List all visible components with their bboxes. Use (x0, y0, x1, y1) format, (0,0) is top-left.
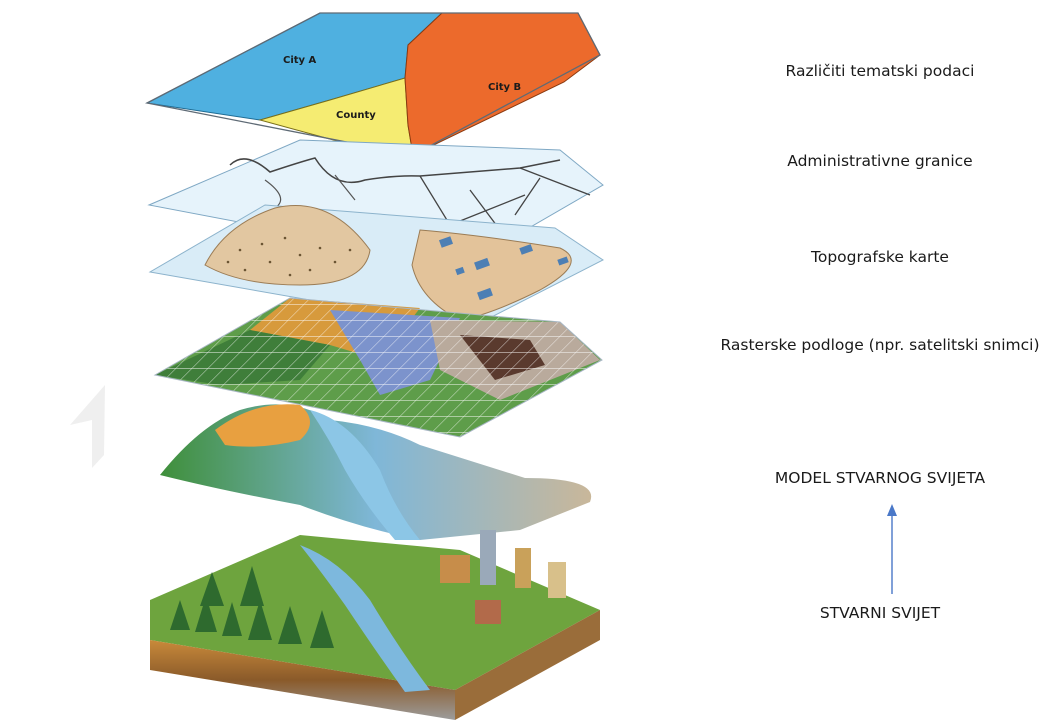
layer-label-topographic-maps: Topografske karte (811, 248, 949, 266)
layer-label-real-world-model: MODEL STVARNOG SVIJETA (774, 469, 986, 487)
upward-arrow (887, 504, 897, 594)
city-a-label: City A (283, 55, 317, 66)
layer-label-real-world: STVARNI SVIJET (819, 604, 941, 622)
layer-label-administrative-boundaries: Administrativne granice (787, 152, 973, 170)
layer-label-thematic-data: Različiti tematski podaci (785, 62, 975, 80)
layer-label-raster-backgrounds: Rasterske podloge (npr. satelitski snimc… (720, 336, 1040, 354)
county-label: County (336, 110, 376, 121)
raster-layer (153, 297, 603, 438)
real-world-block (150, 530, 600, 720)
topo-desert (411, 229, 572, 321)
thematic-data-layer: City A City B County (145, 12, 601, 156)
topographic-maps-layer (148, 204, 604, 329)
city-b-label: City B (488, 82, 521, 93)
topo-hill (204, 205, 371, 286)
terrain-model-layer (160, 404, 592, 540)
city-buildings (440, 530, 566, 624)
watermark-fragment (70, 385, 105, 468)
